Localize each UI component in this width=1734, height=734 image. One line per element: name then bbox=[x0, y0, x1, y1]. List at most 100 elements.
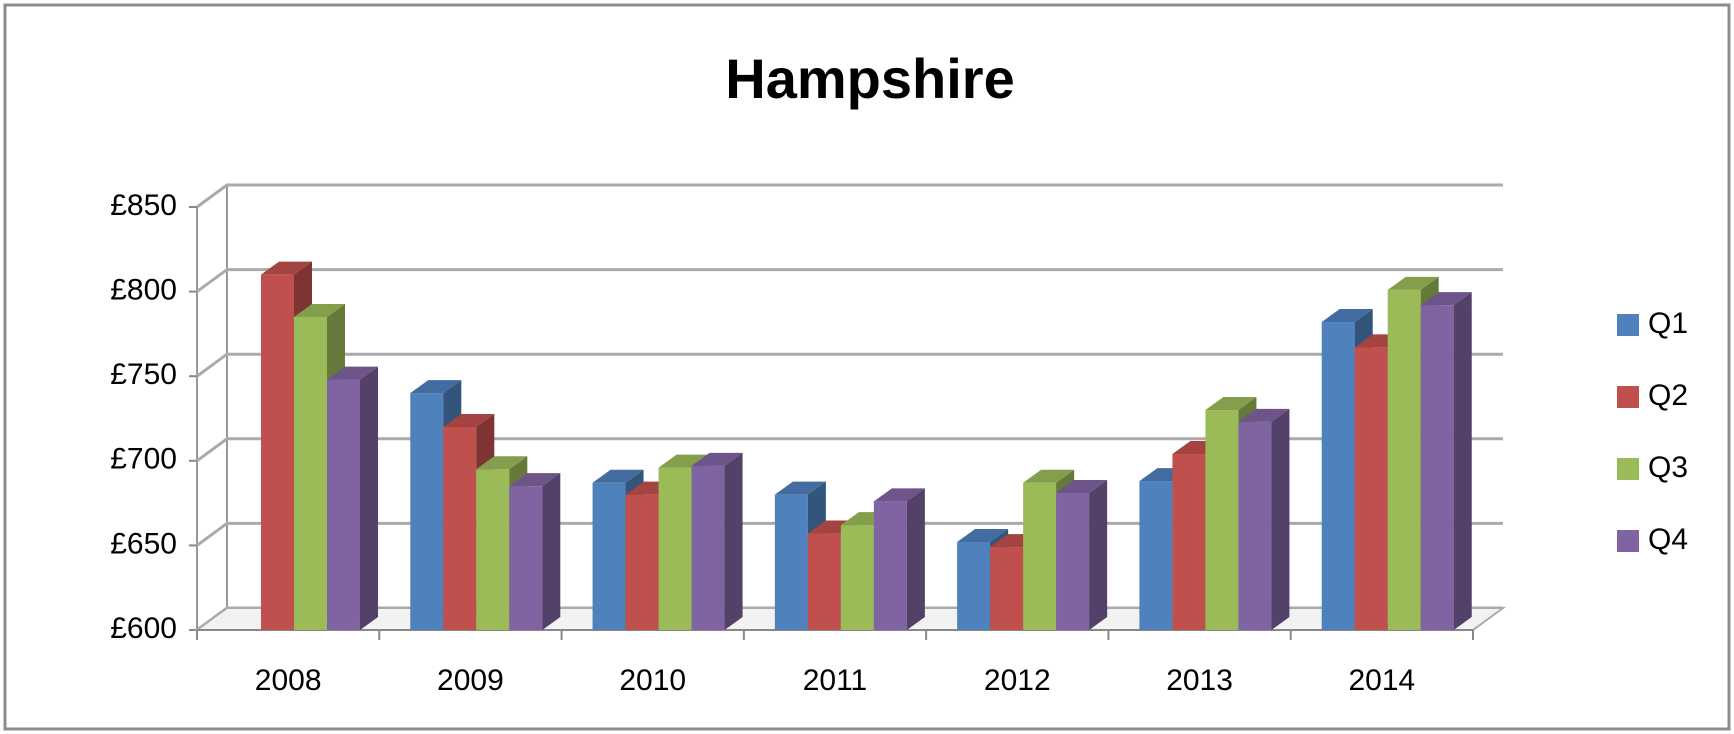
bar bbox=[1387, 289, 1421, 630]
bar bbox=[658, 467, 692, 630]
bar-top-shade bbox=[1023, 469, 1075, 483]
grid-line bbox=[196, 183, 1503, 209]
legend-label: Q1 bbox=[1648, 307, 1688, 340]
bar-side-shade bbox=[1453, 292, 1472, 630]
bar-top bbox=[1420, 292, 1472, 306]
bar-side bbox=[1089, 479, 1108, 630]
bar-top-shade bbox=[1321, 309, 1373, 323]
bar-top-shade bbox=[1238, 408, 1290, 422]
bar bbox=[592, 482, 626, 630]
bar-side bbox=[1271, 408, 1290, 630]
bar-top bbox=[957, 529, 1009, 543]
bar bbox=[1139, 481, 1173, 630]
bar-side bbox=[1453, 292, 1472, 630]
bar bbox=[1172, 454, 1206, 630]
bar-top bbox=[873, 488, 925, 502]
bar bbox=[840, 525, 874, 630]
bar-top-shade bbox=[658, 454, 710, 468]
x-tick-label: 2010 bbox=[619, 664, 686, 697]
y-tick-label: £650 bbox=[110, 527, 177, 560]
legend-swatch bbox=[1617, 386, 1639, 408]
bar bbox=[625, 494, 659, 630]
bar-top bbox=[509, 473, 561, 487]
bar bbox=[873, 501, 907, 630]
bar-top bbox=[1321, 309, 1373, 323]
bar bbox=[476, 469, 510, 630]
bar-top bbox=[774, 481, 826, 495]
bar-side-shade bbox=[359, 366, 378, 630]
legend-label: Q2 bbox=[1648, 379, 1688, 412]
bar-top-shade bbox=[260, 261, 312, 275]
bar-side-shade bbox=[724, 452, 743, 630]
bar-top-shade bbox=[1205, 397, 1257, 411]
bar-top-shade bbox=[957, 529, 1009, 543]
bar-top-shade bbox=[774, 481, 826, 495]
bar-top bbox=[1056, 479, 1108, 493]
bar-top bbox=[293, 303, 345, 317]
bar bbox=[774, 494, 808, 630]
bar-side-shade bbox=[1271, 408, 1290, 630]
legend-label: Q4 bbox=[1648, 523, 1688, 556]
bar bbox=[1205, 410, 1239, 630]
bar bbox=[1321, 322, 1355, 630]
bar-top-shade bbox=[592, 469, 644, 483]
bar-top bbox=[691, 452, 743, 466]
x-tick-label: 2013 bbox=[1166, 664, 1233, 697]
legend-swatch bbox=[1617, 530, 1639, 552]
legend-swatch bbox=[1617, 314, 1639, 336]
bar bbox=[326, 379, 360, 630]
grid-line bbox=[196, 268, 1503, 293]
bar-top bbox=[658, 454, 710, 468]
legend-swatch bbox=[1617, 458, 1639, 480]
bar-top bbox=[260, 261, 312, 275]
bar-top bbox=[476, 456, 528, 470]
bar bbox=[1354, 347, 1388, 630]
bar-top-shade bbox=[476, 456, 528, 470]
bar-top bbox=[1023, 469, 1075, 483]
bar-top-shade bbox=[1056, 479, 1108, 493]
bar bbox=[410, 393, 444, 630]
bar bbox=[1238, 421, 1272, 630]
bar-side bbox=[359, 366, 378, 630]
grid-line bbox=[196, 437, 1503, 463]
bar-top bbox=[1205, 397, 1257, 411]
bar-side bbox=[906, 488, 925, 630]
legend-label: Q3 bbox=[1648, 451, 1688, 484]
y-tick-label: £700 bbox=[110, 443, 177, 476]
bar-side-shade bbox=[1089, 479, 1108, 630]
bar-top bbox=[592, 469, 644, 483]
y-tick-label: £750 bbox=[110, 358, 177, 391]
chart-title: Hampshire bbox=[725, 47, 1014, 110]
bar-top-shade bbox=[326, 366, 378, 380]
bar bbox=[1420, 305, 1454, 630]
bar-side bbox=[724, 452, 743, 630]
x-tick-label: 2008 bbox=[255, 664, 322, 697]
bar bbox=[807, 533, 841, 630]
bar-top-shade bbox=[1387, 276, 1439, 290]
bar-top-shade bbox=[509, 473, 561, 487]
bar-top-shade bbox=[410, 380, 462, 394]
bar bbox=[1056, 492, 1090, 630]
bar-side-shade bbox=[542, 473, 561, 630]
bar-top bbox=[1387, 276, 1439, 290]
bar bbox=[990, 547, 1024, 630]
grid-line bbox=[196, 352, 1503, 378]
bar-side bbox=[542, 473, 561, 630]
bar bbox=[443, 426, 477, 630]
x-tick-label: 2009 bbox=[437, 664, 504, 697]
bar bbox=[509, 486, 543, 630]
bar-top-shade bbox=[1420, 292, 1472, 306]
x-tick-label: 2011 bbox=[803, 664, 868, 697]
bar-top-shade bbox=[293, 303, 345, 317]
bar bbox=[260, 274, 294, 630]
bar-top-shade bbox=[691, 452, 743, 466]
bar bbox=[293, 316, 327, 630]
bar-top-shade bbox=[443, 413, 495, 427]
y-tick-label: £600 bbox=[110, 612, 177, 645]
bar-top-shade bbox=[873, 488, 925, 502]
bar bbox=[691, 465, 725, 630]
x-tick-label: 2012 bbox=[984, 664, 1051, 697]
bar-top bbox=[410, 380, 462, 394]
bar-top bbox=[443, 413, 495, 427]
